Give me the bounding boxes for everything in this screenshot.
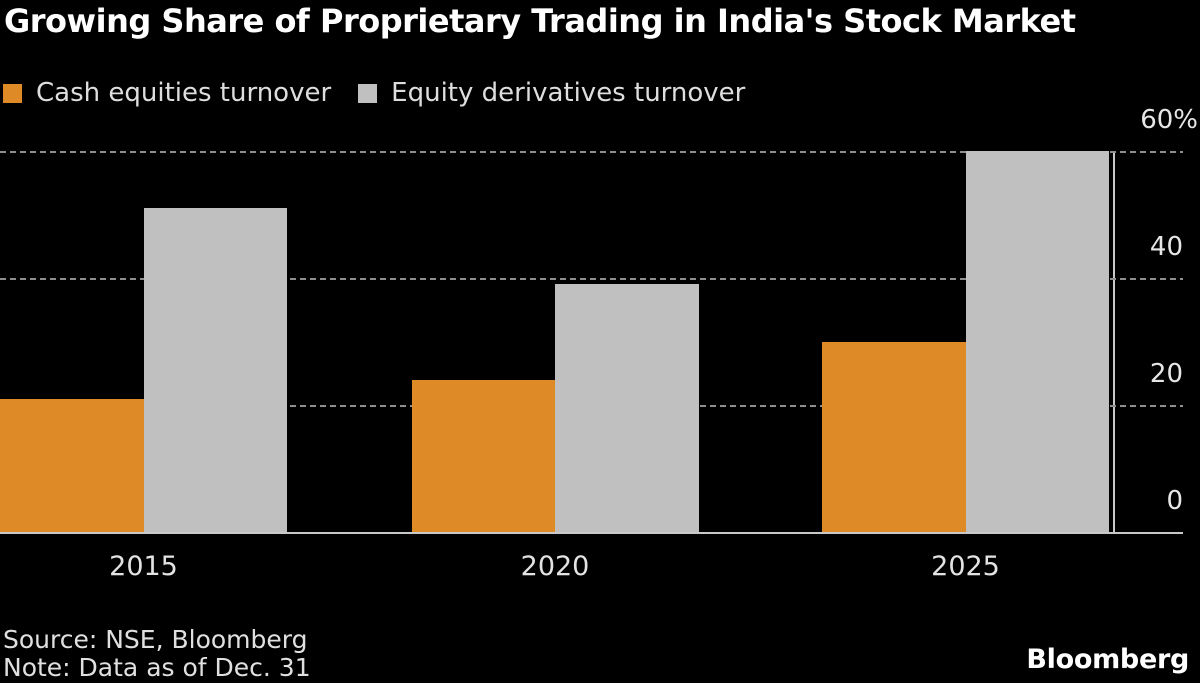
legend-item-cash-equities-turnover: Cash equities turnover bbox=[3, 78, 331, 108]
gridline-40 bbox=[0, 278, 1183, 280]
legend-item-equity-derivatives-turnover: Equity derivatives turnover bbox=[358, 78, 745, 108]
bar-2025-equity-derivatives-turnover bbox=[965, 151, 1109, 532]
legend-label: Equity derivatives turnover bbox=[391, 78, 746, 108]
x-tick-2025: 2025 bbox=[931, 551, 1000, 582]
x-tick-2015: 2015 bbox=[109, 551, 178, 582]
legend-swatch-icon bbox=[3, 83, 22, 103]
gridline-60 bbox=[0, 151, 1183, 153]
legend: Cash equities turnover Equity derivatives… bbox=[3, 78, 772, 108]
y-tick-60: 60% bbox=[1140, 105, 1198, 135]
y-tick-0: 0 bbox=[1166, 486, 1183, 516]
bar-2025-cash-equities-turnover bbox=[822, 341, 966, 532]
chart-title: Growing Share of Proprietary Trading in … bbox=[4, 2, 1076, 40]
x-tick-2020: 2020 bbox=[520, 551, 590, 582]
y-tick-40: 40 bbox=[1149, 232, 1183, 262]
legend-label: Cash equities turnover bbox=[36, 78, 332, 108]
bar-group-2025 bbox=[822, 151, 1109, 532]
footer: Source: NSE, Bloomberg Note: Data as of … bbox=[3, 626, 311, 682]
x-axis-line bbox=[0, 532, 1183, 534]
bar-2020-cash-equities-turnover bbox=[411, 379, 555, 532]
note-text: Note: Data as of Dec. 31 bbox=[3, 653, 311, 682]
plot-area bbox=[0, 151, 1183, 534]
y-tick-20: 20 bbox=[1149, 359, 1183, 389]
bar-2015-equity-derivatives-turnover bbox=[143, 208, 287, 532]
bar-group-2020 bbox=[411, 151, 699, 532]
bar-group-2015 bbox=[0, 151, 287, 532]
bar-2015-cash-equities-turnover bbox=[0, 398, 144, 532]
source-text: Source: NSE, Bloomberg bbox=[3, 625, 308, 654]
bar-2020-equity-derivatives-turnover bbox=[555, 284, 699, 532]
right-axis-line bbox=[1113, 151, 1115, 534]
bloomberg-logo: Bloomberg bbox=[1026, 644, 1189, 675]
legend-swatch-icon bbox=[358, 83, 378, 103]
